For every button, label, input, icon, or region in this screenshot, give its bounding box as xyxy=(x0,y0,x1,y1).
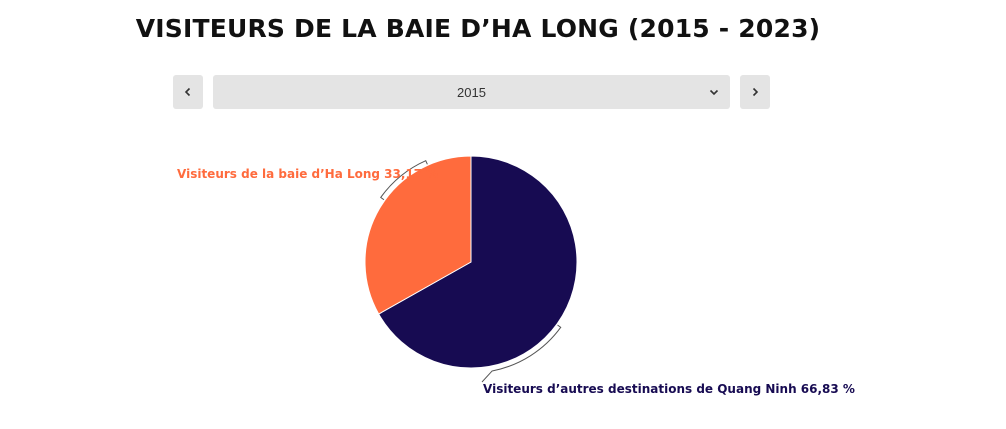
label-leader-other-destinations xyxy=(481,324,562,383)
chevron-right-icon xyxy=(752,87,759,97)
chevron-left-icon xyxy=(184,87,191,97)
label-leader-ha-long xyxy=(380,159,428,201)
data-label-other-destinations: Visiteurs d’autres destinations de Quang… xyxy=(483,382,855,396)
year-select[interactable]: 2015 xyxy=(213,75,730,109)
pie-slice-other-destinations[interactable] xyxy=(377,155,578,369)
pie-slice-ha-long[interactable] xyxy=(364,155,472,315)
year-select-value: 2015 xyxy=(457,84,486,100)
chart-title: VISITEURS DE LA BAIE D’HA LONG (2015 - 2… xyxy=(135,14,821,43)
previous-year-button[interactable] xyxy=(173,75,203,109)
chevron-down-icon xyxy=(709,89,719,96)
next-year-button[interactable] xyxy=(740,75,770,109)
data-label-ha-long: Visiteurs de la baie d’Ha Long 33,17 % xyxy=(177,167,438,181)
